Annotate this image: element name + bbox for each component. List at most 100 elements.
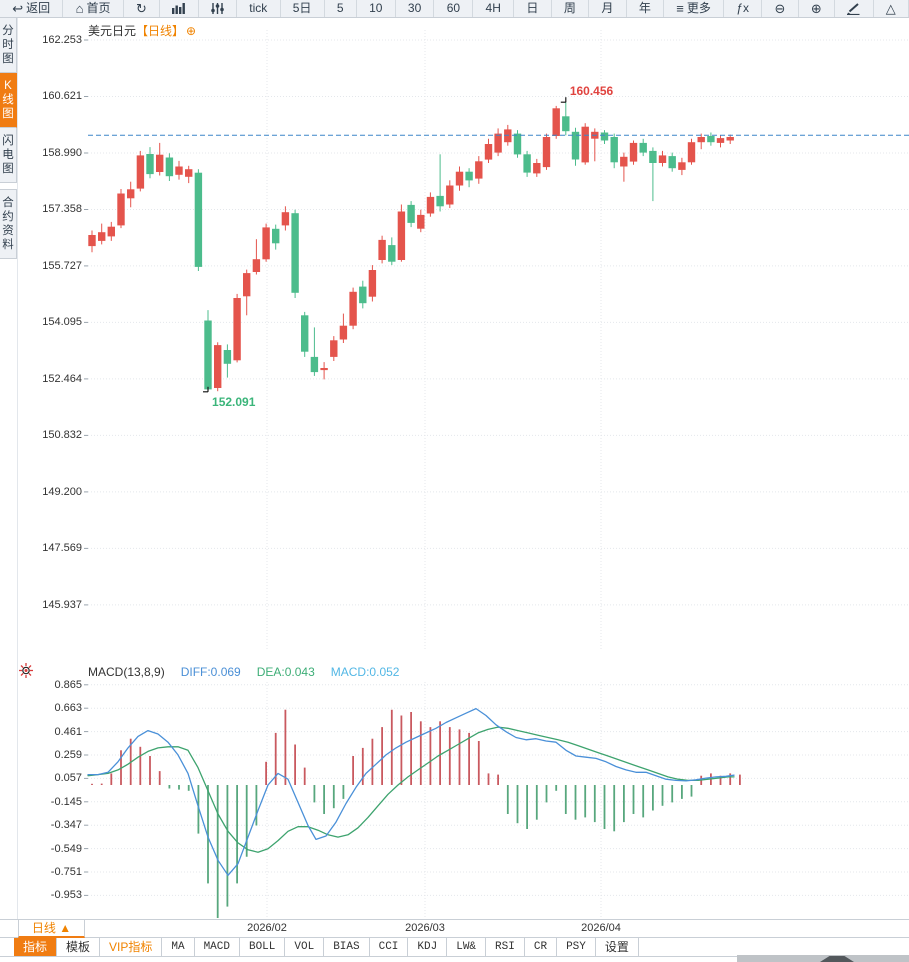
- toolbar-min-60-button[interactable]: 60: [434, 0, 474, 17]
- y-axis-tick: 147.569: [42, 542, 82, 555]
- toolbar-fx-label: ƒx: [736, 1, 750, 15]
- toolbar-4-hour-button[interactable]: 4H: [473, 0, 515, 17]
- menu-icon: ≡: [676, 0, 684, 16]
- toolbar-min-10-button[interactable]: 10: [357, 0, 396, 17]
- toolbar-5-day-label: 5日: [292, 1, 312, 15]
- y-axis-tick: 155.727: [42, 259, 82, 272]
- toolbar-fx-button[interactable]: ƒx: [724, 0, 763, 17]
- sidebar-divider: [17, 18, 18, 919]
- peek-arrow-icon: [820, 956, 854, 962]
- tab-cr[interactable]: CR: [525, 938, 558, 956]
- sidebar-item-minute-chart[interactable]: 分时图: [0, 18, 17, 73]
- high-price-annotation: 160.456: [569, 84, 614, 99]
- x-axis-row: 日线 ▲ 2026/02 2026/03 2026/04: [0, 919, 909, 938]
- toolbar-min-5-label: 5: [336, 1, 344, 15]
- toolbar-zoom-in-button[interactable]: ⊕: [799, 0, 836, 17]
- toolbar-back-button[interactable]: ↩ 返回: [0, 0, 64, 17]
- toolbar-5-day-button[interactable]: 5日: [281, 0, 325, 17]
- y-axis-tick: 0.663: [54, 702, 82, 715]
- sliders-icon: [211, 3, 224, 14]
- indicator-settings-icon[interactable]: [19, 663, 33, 683]
- sidebar-item-kline-chart[interactable]: K线图: [0, 73, 17, 128]
- toolbar-month-button[interactable]: 月: [589, 0, 627, 17]
- y-axis-tick: 152.464: [42, 372, 82, 385]
- toolbar-day-label: 日: [526, 1, 539, 15]
- period-selector-label: 日线: [31, 921, 56, 935]
- macd-dea-value: DEA:0.043: [256, 665, 315, 679]
- toolbar-tick-button[interactable]: tick: [237, 0, 281, 17]
- toolbar-more-label: 更多: [686, 1, 711, 15]
- low-price-annotation: 152.091: [212, 394, 256, 409]
- toolbar-min-10-label: 10: [369, 1, 383, 15]
- y-axis-tick: 154.095: [42, 316, 82, 329]
- tab-bias[interactable]: BIAS: [324, 938, 370, 956]
- tab-rsi[interactable]: RSI: [486, 938, 525, 956]
- tab-lw[interactable]: LW&: [447, 938, 487, 956]
- toolbar-year-button[interactable]: 年: [627, 0, 665, 17]
- toolbar-back-label: 返回: [26, 1, 51, 15]
- y-axis-tick: 160.621: [42, 90, 82, 103]
- tab-boll[interactable]: BOLL: [240, 938, 286, 956]
- toolbar-refresh-button[interactable]: ↻: [124, 0, 161, 17]
- toolbar-min-60-label: 60: [446, 1, 461, 15]
- y-axis-tick: 0.865: [54, 678, 82, 691]
- tab-template[interactable]: 模板: [57, 938, 101, 956]
- tab-settings[interactable]: 设置: [596, 938, 639, 956]
- toolbar-shapes-button[interactable]: △: [874, 0, 909, 17]
- triangle-icon: △: [885, 0, 896, 16]
- y-axis-tick: 157.358: [42, 203, 82, 216]
- sidebar-item-flash-chart[interactable]: 闪电图: [0, 128, 17, 183]
- home-icon: ⌂: [75, 0, 84, 16]
- tab-macd[interactable]: MACD: [195, 938, 240, 956]
- toolbar-chart-type-button[interactable]: [160, 0, 199, 17]
- y-axis-tick: 150.832: [42, 429, 82, 442]
- taskbar-peek[interactable]: [737, 955, 909, 962]
- indicator-tabbar: 指标 模板 VIP指标 MA MACD BOLL VOL BIAS CCI KDJ LW& RSI CR…: [0, 938, 909, 957]
- y-axis-tick: 145.937: [42, 598, 82, 611]
- tab-cci[interactable]: CCI: [370, 938, 409, 956]
- plus-circle-icon[interactable]: ⊕: [186, 24, 197, 38]
- y-axis-tick: 149.200: [42, 485, 82, 498]
- x-axis-label: 2026/02: [247, 922, 287, 934]
- y-axis-tick: -0.145: [50, 795, 82, 808]
- symbol-name: 美元日元: [88, 24, 137, 38]
- tab-vol[interactable]: VOL: [285, 938, 325, 956]
- y-axis-tick: 0.057: [54, 772, 82, 785]
- y-axis-tick: 0.461: [54, 725, 82, 738]
- chevron-up-icon: ▲: [59, 921, 72, 935]
- toolbar-day-button[interactable]: 日: [514, 0, 552, 17]
- y-axis-tick: 0.259: [54, 749, 82, 761]
- toolbar-4-hour-label: 4H: [485, 1, 501, 15]
- toolbar-year-label: 年: [638, 1, 651, 15]
- pencil-icon: [847, 2, 860, 15]
- zoom-in-icon: ⊕: [810, 0, 822, 16]
- tab-ma[interactable]: MA: [162, 938, 195, 956]
- toolbar-more-button[interactable]: ≡ 更多: [664, 0, 725, 17]
- toolbar-month-label: 月: [601, 1, 614, 15]
- toolbar-tick-label: tick: [249, 1, 268, 15]
- y-axis-tick: -0.953: [50, 889, 82, 902]
- tab-kdj[interactable]: KDJ: [408, 938, 448, 956]
- y-axis-tick: 158.990: [42, 146, 82, 159]
- tab-vip-indicator[interactable]: VIP指标: [100, 938, 163, 956]
- toolbar-home-label: 首页: [86, 1, 111, 15]
- sidebar-item-contract-info[interactable]: 合约资料: [0, 189, 17, 259]
- toolbar-min-30-button[interactable]: 30: [396, 0, 435, 17]
- toolbar-week-button[interactable]: 周: [552, 0, 590, 17]
- toolbar-min-5-button[interactable]: 5: [325, 0, 357, 17]
- x-axis-label: 2026/03: [405, 922, 445, 934]
- y-axis-tick: -0.347: [50, 819, 82, 832]
- period-selector-button[interactable]: 日线 ▲: [18, 920, 85, 938]
- toolbar-indicator-button[interactable]: [199, 0, 238, 17]
- tab-psy[interactable]: PSY: [557, 938, 596, 956]
- toolbar-draw-button[interactable]: [835, 0, 874, 17]
- y-axis-tick: -0.549: [50, 842, 82, 855]
- toolbar-home-button[interactable]: ⌂ 首页: [63, 0, 124, 17]
- toolbar-zoom-out-button[interactable]: ⊖: [762, 0, 799, 17]
- macd-macd-value: MACD:0.052: [330, 665, 400, 679]
- refresh-icon: ↻: [135, 0, 147, 16]
- macd-diff-value: DIFF:0.069: [180, 665, 241, 679]
- tab-indicator[interactable]: 指标: [14, 938, 58, 956]
